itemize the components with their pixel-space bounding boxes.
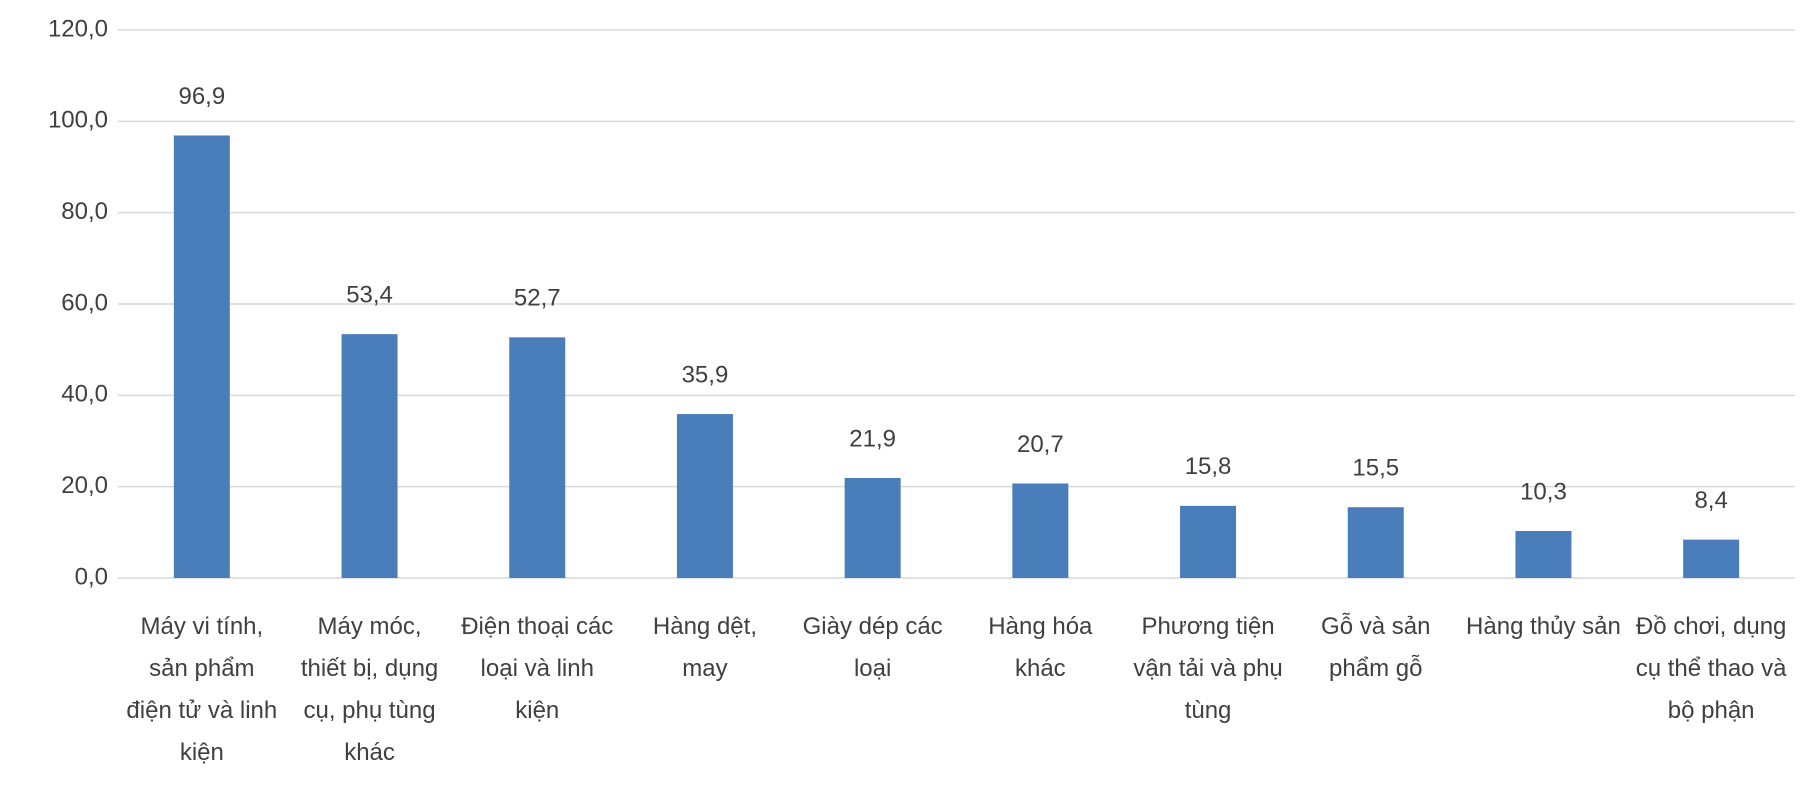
- bar: [1515, 530, 1572, 578]
- x-tick-label: Hàng thủy sản: [1466, 613, 1621, 640]
- value-label: 53,4: [346, 281, 393, 308]
- y-tick-label: 80,0: [61, 198, 108, 225]
- x-tick-label: Hàng hóa khác: [988, 613, 1093, 682]
- x-tick-label: Máy vi tính, sản phẩm điện tử và linh kiện: [126, 613, 277, 766]
- bar: [1012, 483, 1069, 578]
- value-label: 8,4: [1694, 487, 1727, 514]
- x-tick-label: Điện thoại các loại và linh kiện: [461, 613, 613, 724]
- x-tick-label: Máy móc, thiết bị, dụng cụ, phụ tùng khác: [301, 613, 438, 766]
- value-label: 52,7: [514, 285, 561, 312]
- bar: [173, 135, 230, 579]
- y-tick-label: 0,0: [75, 563, 108, 590]
- y-tick-label: 100,0: [48, 107, 108, 134]
- value-label: 20,7: [1017, 431, 1064, 458]
- bar: [1347, 507, 1404, 578]
- value-label: 35,9: [682, 361, 729, 388]
- bar: [844, 477, 901, 578]
- value-label: 96,9: [178, 83, 225, 110]
- y-tick-label: 120,0: [48, 15, 108, 42]
- value-label: 15,8: [1185, 453, 1232, 480]
- x-tick-label: Giày dép các loại: [803, 613, 943, 682]
- value-label: 21,9: [849, 425, 896, 452]
- value-label: 15,5: [1352, 455, 1399, 482]
- x-tick-label: Phương tiện vận tải và phụ tùng: [1133, 613, 1282, 724]
- x-tick-label: Gỗ và sản phẩm gỗ: [1321, 613, 1430, 682]
- x-tick-label: Hàng dệt, may: [653, 613, 757, 682]
- bar: [1683, 539, 1740, 578]
- y-tick-label: 20,0: [61, 472, 108, 499]
- value-label: 10,3: [1520, 478, 1567, 505]
- bar: [676, 414, 733, 578]
- bar: [1180, 505, 1237, 578]
- y-tick-label: 60,0: [61, 289, 108, 316]
- bar: [341, 334, 398, 578]
- bar: [509, 337, 566, 578]
- x-tick-label: Đồ chơi, dụng cụ thể thao và bộ phận: [1636, 613, 1787, 724]
- y-tick-label: 40,0: [61, 381, 108, 408]
